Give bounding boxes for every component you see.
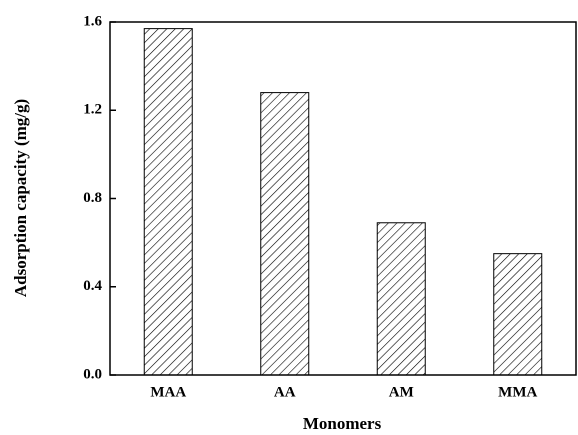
y-tick-label: 1.6	[83, 13, 102, 29]
plot-frame	[109, 21, 577, 376]
x-tick-label: AM	[389, 384, 414, 400]
y-tick-label: 0.4	[83, 278, 102, 294]
bar	[493, 253, 543, 376]
bar	[143, 28, 193, 376]
bar	[376, 222, 426, 376]
y-tick-label: 0.8	[83, 190, 102, 206]
x-tick-label: AA	[274, 384, 296, 400]
bar	[260, 92, 310, 376]
y-tick-label: 1.2	[83, 102, 102, 118]
y-tick-label: 0.0	[83, 366, 102, 382]
x-tick-label: MMA	[498, 384, 537, 400]
x-axis-label: Monomers	[303, 414, 382, 433]
x-tick-label: MAA	[150, 384, 186, 400]
y-axis-label: Adsorption capacity (mg/g)	[11, 99, 30, 297]
